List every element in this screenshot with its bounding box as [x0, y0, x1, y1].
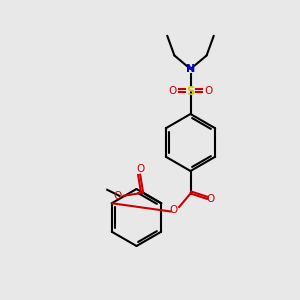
Text: O: O	[114, 191, 122, 201]
Text: O: O	[168, 86, 177, 97]
Text: O: O	[169, 205, 178, 215]
Text: O: O	[136, 164, 144, 174]
Text: N: N	[186, 64, 195, 74]
Text: S: S	[186, 85, 195, 98]
Text: O: O	[206, 194, 215, 204]
Text: O: O	[204, 86, 213, 97]
